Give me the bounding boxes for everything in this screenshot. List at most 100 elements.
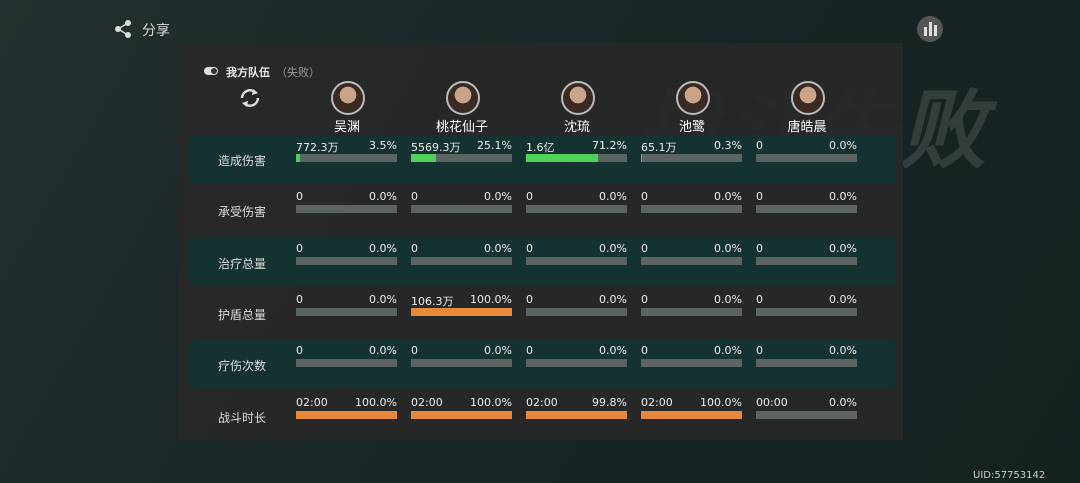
avatar: [676, 81, 710, 115]
cell-percent: 0.0%: [599, 190, 627, 204]
cell-value: 0: [411, 241, 418, 255]
cell-percent: 100.0%: [470, 395, 512, 409]
cell-value: 0: [641, 292, 648, 306]
bar-track: [641, 205, 742, 214]
bar-track: [296, 205, 397, 214]
bar-track: [641, 359, 742, 368]
bar-fill: [526, 154, 598, 162]
row-label: 造成伤害: [217, 154, 266, 168]
cell-percent: 0.0%: [829, 395, 857, 409]
character-name: 吴渊: [333, 120, 360, 135]
cell-percent: 0.0%: [369, 190, 397, 204]
share-icon[interactable]: [112, 17, 136, 41]
cell-value: 0: [296, 190, 303, 204]
cell-value: 0: [756, 344, 763, 358]
avatar: [331, 81, 365, 115]
bar-track: [296, 307, 397, 316]
bar-track: [296, 410, 397, 419]
cell-percent: 25.1%: [477, 139, 512, 152]
cell-percent: 0.0%: [829, 292, 857, 306]
cell-percent: 0.0%: [714, 344, 742, 358]
cell-percent: 0.0%: [484, 344, 512, 358]
cell-percent: 0.0%: [484, 190, 512, 204]
cell-value: 5569.3万: [411, 141, 461, 154]
cell-value: 0: [756, 139, 763, 152]
cell-percent: 100.0%: [355, 395, 397, 409]
character-name: 桃花仙子: [435, 120, 488, 135]
bar-fill: [296, 410, 397, 419]
cell-percent: 0.0%: [599, 241, 627, 255]
team-title: 我方队伍: [226, 66, 270, 79]
bar-track: [641, 154, 742, 162]
cell-percent: 0.0%: [599, 292, 627, 306]
row-label: 疗伤次数: [217, 359, 266, 374]
cell-value: 0: [296, 292, 303, 306]
row-label: 承受伤害: [217, 205, 266, 220]
cell-value: 106.3万: [411, 294, 454, 308]
avatar: [791, 81, 825, 115]
bar-track: [641, 410, 742, 419]
cell-value: 0: [296, 344, 303, 358]
bar-track: [526, 205, 627, 214]
cell-value: 0: [411, 344, 418, 358]
bar-track: [526, 256, 627, 265]
bar-track: [411, 307, 512, 316]
cell-percent: 100.0%: [470, 292, 512, 306]
cell-value: 02:00: [296, 395, 328, 409]
bar-fill: [641, 410, 742, 419]
bar-track: [756, 359, 857, 368]
cell-value: 0: [641, 344, 648, 358]
bar-fill: [296, 154, 300, 162]
stats-icon[interactable]: [916, 15, 944, 43]
cell-value: 0: [526, 241, 533, 255]
cell-percent: 0.0%: [829, 190, 857, 204]
cell-percent: 0.0%: [369, 241, 397, 255]
bar-track: [641, 307, 742, 316]
cell-percent: 0.0%: [829, 241, 857, 255]
cell-value: 02:00: [641, 395, 673, 409]
cell-percent: 3.5%: [369, 139, 397, 152]
cell-value: 65.1万: [641, 141, 677, 154]
bar-fill: [526, 410, 627, 419]
bar-track: [756, 256, 857, 265]
cell-percent: 0.0%: [714, 241, 742, 255]
row-label: 治疗总量: [217, 256, 266, 271]
bar-track: [756, 205, 857, 214]
cell-value: 02:00: [526, 395, 558, 409]
bar-track: [411, 410, 512, 419]
bar-track: [296, 256, 397, 265]
share-label[interactable]: 分享: [142, 23, 170, 39]
avatar: [446, 81, 480, 115]
cell-value: 0: [756, 241, 763, 255]
bar-track: [641, 256, 742, 265]
cell-percent: 71.2%: [592, 139, 627, 152]
cell-value: 0: [526, 344, 533, 358]
bar-fill: [411, 410, 512, 419]
cell-percent: 0.0%: [829, 139, 857, 152]
cell-percent: 0.0%: [369, 344, 397, 358]
bar-track: [411, 256, 512, 265]
bar-fill: [411, 307, 512, 316]
toggle-icon[interactable]: [204, 66, 220, 76]
refresh-icon[interactable]: [238, 87, 262, 109]
cell-value: 1.6亿: [526, 141, 555, 154]
team-status: （失败）: [276, 66, 320, 79]
cell-percent: 99.8%: [592, 395, 627, 409]
bar-track: [756, 307, 857, 316]
cell-value: 0: [641, 241, 648, 255]
bar-track: [296, 359, 397, 368]
cell-percent: 0.0%: [829, 344, 857, 358]
bar-track: [526, 154, 627, 162]
bar-track: [526, 307, 627, 316]
bar-track: [526, 410, 627, 419]
cell-percent: 0.0%: [714, 190, 742, 204]
bar-track: [296, 154, 397, 162]
cell-value: 772.3万: [296, 141, 339, 154]
cell-value: 0: [296, 241, 303, 255]
cell-value: 00:00: [756, 395, 788, 409]
cell-value: 0: [756, 190, 763, 204]
avatar: [561, 81, 595, 115]
character-name: 沈琉: [563, 120, 590, 135]
cell-percent: 0.0%: [599, 344, 627, 358]
